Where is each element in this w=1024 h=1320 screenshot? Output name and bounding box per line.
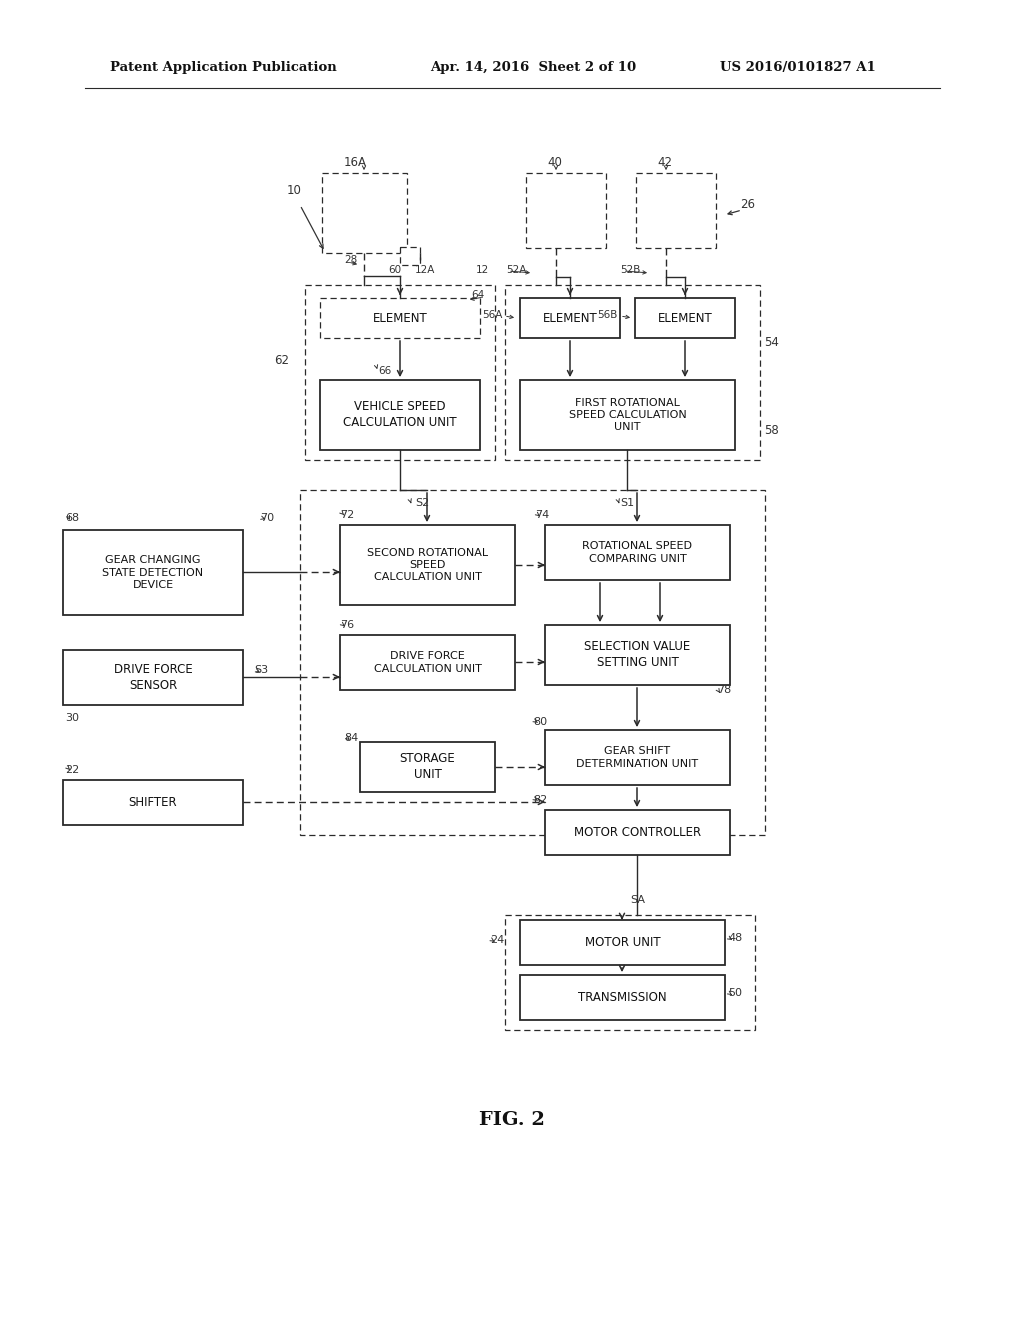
- Bar: [520, 920, 725, 965]
- Text: 78: 78: [717, 685, 731, 696]
- Text: S1: S1: [620, 498, 634, 508]
- Text: STORAGE
UNIT: STORAGE UNIT: [399, 752, 456, 781]
- Bar: [319, 298, 480, 338]
- Text: 22: 22: [65, 766, 79, 775]
- Text: Patent Application Publication: Patent Application Publication: [110, 62, 337, 74]
- Bar: [505, 915, 755, 1030]
- Text: 24: 24: [490, 935, 504, 945]
- Bar: [545, 624, 730, 685]
- Bar: [545, 525, 730, 579]
- Text: 58: 58: [764, 424, 778, 437]
- Text: 60: 60: [388, 265, 401, 275]
- Bar: [63, 531, 243, 615]
- Text: 48: 48: [728, 933, 742, 942]
- Text: 70: 70: [260, 513, 274, 523]
- Text: S3: S3: [254, 665, 268, 675]
- Text: FIG. 2: FIG. 2: [479, 1111, 545, 1129]
- Text: 26: 26: [740, 198, 755, 211]
- Text: 80: 80: [534, 717, 547, 727]
- Text: VEHICLE SPEED
CALCULATION UNIT: VEHICLE SPEED CALCULATION UNIT: [343, 400, 457, 429]
- Text: 42: 42: [657, 156, 673, 169]
- Text: 40: 40: [548, 156, 562, 169]
- Bar: [305, 285, 495, 459]
- Bar: [360, 742, 495, 792]
- Bar: [545, 730, 730, 785]
- Text: SELECTION VALUE
SETTING UNIT: SELECTION VALUE SETTING UNIT: [585, 640, 690, 669]
- Bar: [322, 173, 407, 253]
- Text: 50: 50: [728, 987, 742, 998]
- Text: 52B: 52B: [620, 265, 640, 275]
- Text: 72: 72: [340, 510, 354, 520]
- Text: Apr. 14, 2016  Sheet 2 of 10: Apr. 14, 2016 Sheet 2 of 10: [430, 62, 636, 74]
- Text: 52A: 52A: [506, 265, 526, 275]
- Text: ELEMENT: ELEMENT: [543, 312, 597, 325]
- Text: 12A: 12A: [415, 265, 435, 275]
- Text: 76: 76: [340, 620, 354, 630]
- Text: SA: SA: [630, 895, 645, 906]
- Bar: [520, 975, 725, 1020]
- Bar: [635, 298, 735, 338]
- Text: GEAR CHANGING
STATE DETECTION
DEVICE: GEAR CHANGING STATE DETECTION DEVICE: [102, 556, 204, 590]
- Text: 54: 54: [764, 335, 779, 348]
- Bar: [300, 490, 765, 836]
- Text: 12: 12: [476, 265, 489, 275]
- Text: 16A: 16A: [343, 156, 367, 169]
- Text: SECOND ROTATIONAL
SPEED
CALCULATION UNIT: SECOND ROTATIONAL SPEED CALCULATION UNIT: [367, 548, 488, 582]
- Text: MOTOR UNIT: MOTOR UNIT: [585, 936, 660, 949]
- Bar: [340, 635, 515, 690]
- Text: FIRST ROTATIONAL
SPEED CALCULATION
UNIT: FIRST ROTATIONAL SPEED CALCULATION UNIT: [568, 397, 686, 433]
- Bar: [400, 247, 420, 265]
- Text: ELEMENT: ELEMENT: [657, 312, 713, 325]
- Text: S2: S2: [415, 498, 429, 508]
- Text: 74: 74: [535, 510, 549, 520]
- Bar: [505, 285, 760, 459]
- Text: 64: 64: [472, 290, 485, 300]
- Text: US 2016/0101827 A1: US 2016/0101827 A1: [720, 62, 876, 74]
- Text: DRIVE FORCE
CALCULATION UNIT: DRIVE FORCE CALCULATION UNIT: [374, 651, 481, 673]
- Text: MOTOR CONTROLLER: MOTOR CONTROLLER: [573, 826, 701, 840]
- Text: 62: 62: [274, 354, 289, 367]
- Bar: [63, 649, 243, 705]
- Text: 84: 84: [344, 733, 358, 743]
- Text: ELEMENT: ELEMENT: [373, 312, 427, 325]
- Bar: [520, 380, 735, 450]
- Text: 68: 68: [65, 513, 79, 523]
- Bar: [319, 380, 480, 450]
- Text: 30: 30: [65, 713, 79, 723]
- Text: 56A: 56A: [482, 310, 503, 319]
- Bar: [526, 173, 606, 248]
- Text: DRIVE FORCE
SENSOR: DRIVE FORCE SENSOR: [114, 663, 193, 692]
- Text: ROTATIONAL SPEED
COMPARING UNIT: ROTATIONAL SPEED COMPARING UNIT: [583, 541, 692, 564]
- Bar: [340, 525, 515, 605]
- Text: 66: 66: [378, 366, 391, 376]
- Text: 28: 28: [344, 255, 357, 265]
- Bar: [545, 810, 730, 855]
- Bar: [520, 298, 620, 338]
- Text: GEAR SHIFT
DETERMINATION UNIT: GEAR SHIFT DETERMINATION UNIT: [577, 746, 698, 768]
- Text: 82: 82: [534, 795, 547, 805]
- Text: TRANSMISSION: TRANSMISSION: [579, 991, 667, 1005]
- Bar: [63, 780, 243, 825]
- Text: SHIFTER: SHIFTER: [129, 796, 177, 809]
- Text: 56B: 56B: [598, 310, 618, 319]
- Text: 10: 10: [287, 183, 302, 197]
- Bar: [636, 173, 716, 248]
